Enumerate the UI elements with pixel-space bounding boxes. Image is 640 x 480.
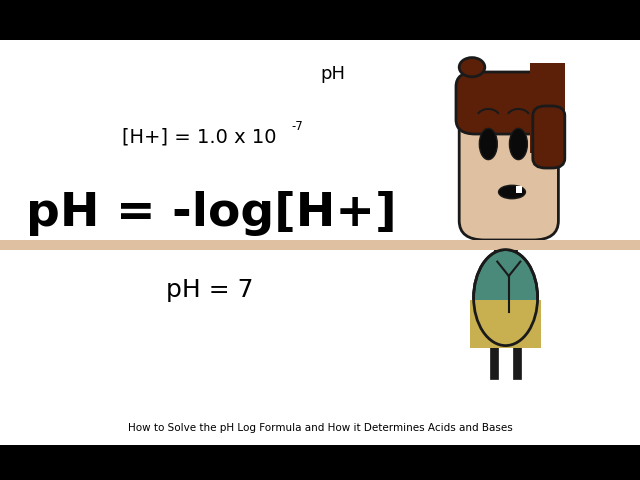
Text: How to Solve the pH Log Formula and How it Determines Acids and Bases: How to Solve the pH Log Formula and How … xyxy=(127,423,513,433)
Ellipse shape xyxy=(509,128,527,159)
Text: pH = -log[H+]: pH = -log[H+] xyxy=(26,191,396,236)
Text: -7: -7 xyxy=(291,120,303,133)
FancyBboxPatch shape xyxy=(532,106,565,168)
FancyBboxPatch shape xyxy=(456,72,559,134)
Bar xyxy=(0,40,640,445)
Ellipse shape xyxy=(499,185,525,199)
Ellipse shape xyxy=(479,128,497,159)
Text: [H+] = 1.0 x 10: [H+] = 1.0 x 10 xyxy=(122,127,276,146)
Bar xyxy=(490,346,498,379)
Bar xyxy=(530,63,565,153)
Ellipse shape xyxy=(460,58,485,77)
Text: pH: pH xyxy=(320,65,346,84)
Ellipse shape xyxy=(474,250,538,346)
Bar xyxy=(470,300,541,348)
Bar xyxy=(495,238,516,254)
Bar xyxy=(516,186,522,193)
Bar xyxy=(513,346,521,379)
FancyBboxPatch shape xyxy=(460,77,559,240)
Bar xyxy=(0,240,640,250)
Text: pH = 7: pH = 7 xyxy=(166,278,254,302)
